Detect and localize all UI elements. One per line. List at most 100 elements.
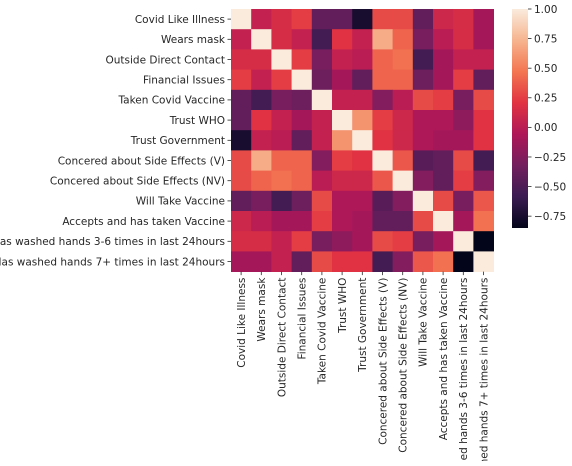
colorbar: 1.00 0.75 0.50 0.25 0.00 −0.25 −0.50 −0.75 xyxy=(512,4,566,228)
heatmap-cell xyxy=(311,211,333,232)
heatmap-cell xyxy=(311,29,333,50)
heatmap-cell xyxy=(271,69,292,91)
heatmap-cell xyxy=(271,130,292,151)
heatmap-cell xyxy=(412,29,434,50)
colorbar-gradient xyxy=(512,9,528,228)
heatmap-cell xyxy=(311,69,333,91)
heatmap-cell xyxy=(453,231,474,252)
heatmap-cell xyxy=(453,49,474,70)
colorbar-tick-label: −0.25 xyxy=(534,152,566,164)
heatmap-cell xyxy=(231,9,252,30)
heatmap-cell xyxy=(453,89,474,111)
row-label: Accepts and has taken Vaccine xyxy=(62,216,225,228)
heatmap-cell xyxy=(311,49,333,70)
heatmap-cell xyxy=(412,251,434,272)
heatmap-cell xyxy=(332,150,353,171)
heatmap-cell xyxy=(332,190,353,212)
heatmap-cell xyxy=(271,150,292,171)
heatmap-cell xyxy=(291,130,313,151)
heatmap-cell xyxy=(271,9,292,30)
heatmap-cell xyxy=(352,9,373,30)
heatmap-cell xyxy=(412,190,434,212)
heatmap-cell xyxy=(392,69,414,91)
heatmap-cell xyxy=(352,89,373,111)
column-label: Has washed hands 3-6 times in last 24hou… xyxy=(458,278,470,461)
heatmap-cell xyxy=(271,170,292,192)
heatmap-cell xyxy=(433,130,454,151)
heatmap-cell xyxy=(311,190,333,212)
heatmap-cell xyxy=(473,69,494,91)
heatmap-cell xyxy=(392,9,414,30)
heatmap-cell xyxy=(271,89,292,111)
row-label: Concered about Side Effects (V) xyxy=(58,155,225,167)
heatmap-cell xyxy=(372,130,393,151)
heatmap-cell xyxy=(231,251,252,272)
heatmap-cell xyxy=(251,251,272,272)
heatmap-cell xyxy=(352,29,373,50)
heatmap-cell xyxy=(453,211,474,232)
row-label: Has washed hands 7+ times in last 24hour… xyxy=(0,256,225,268)
heatmap-cell xyxy=(473,231,494,252)
heatmap-cell xyxy=(332,170,353,192)
heatmap-cell xyxy=(271,29,292,50)
heatmap-cell xyxy=(392,251,414,272)
row-label: Trust WHO xyxy=(169,115,225,127)
heatmap-cell xyxy=(332,29,353,50)
heatmap-cell xyxy=(251,89,272,111)
heatmap-cell xyxy=(231,231,252,252)
heatmap-cell xyxy=(352,211,373,232)
heatmap-cell xyxy=(392,170,414,192)
heatmap-cells xyxy=(231,9,494,272)
colorbar-tick-label: 1.00 xyxy=(534,4,557,16)
heatmap-cell xyxy=(231,190,252,212)
heatmap-cell xyxy=(251,150,272,171)
heatmap-cell xyxy=(352,251,373,272)
heatmap-cell xyxy=(332,49,353,70)
heatmap-cell xyxy=(291,190,313,212)
heatmap-cell xyxy=(271,49,292,70)
column-label: Trust WHO xyxy=(337,278,349,334)
heatmap-cell xyxy=(392,150,414,171)
heatmap-cell xyxy=(291,49,313,70)
heatmap-cell xyxy=(251,190,272,212)
heatmap-cell xyxy=(412,69,434,91)
heatmap-cell xyxy=(271,231,292,252)
heatmap-cell xyxy=(271,190,292,212)
row-label: Financial Issues xyxy=(143,75,225,87)
heatmap-cell xyxy=(251,29,272,50)
colorbar-tick-label: 0.75 xyxy=(534,33,557,45)
colorbar-tick-label: 0.50 xyxy=(534,63,557,75)
column-label: Wears mask xyxy=(256,277,268,342)
column-label: Concered about Side Effects (V) xyxy=(377,278,389,445)
heatmap-cell xyxy=(372,49,393,70)
heatmap-cell xyxy=(433,89,454,111)
heatmap-cell xyxy=(392,130,414,151)
row-label: Covid Like Illness xyxy=(135,14,225,26)
column-label: Covid Like Illness xyxy=(236,278,248,368)
heatmap-cell xyxy=(453,69,474,91)
heatmap-cell xyxy=(473,130,494,151)
column-label: Outside Direct Contact xyxy=(276,278,288,398)
heatmap-cell xyxy=(433,49,454,70)
heatmap-cell xyxy=(412,130,434,151)
heatmap-cell xyxy=(372,231,393,252)
row-label: Wears mask xyxy=(161,34,226,46)
heatmap-cell xyxy=(352,49,373,70)
column-label: Trust Government xyxy=(357,278,369,373)
heatmap-cell xyxy=(372,110,393,131)
heatmap-cell xyxy=(311,110,333,131)
heatmap-cell xyxy=(453,190,474,212)
heatmap-cell xyxy=(473,89,494,111)
row-label: Concered about Side Effects (NV) xyxy=(50,176,225,188)
heatmap-cell xyxy=(412,231,434,252)
heatmap-cell xyxy=(291,89,313,111)
heatmap-cell xyxy=(311,150,333,171)
column-label: Has washed hands 7+ times in last 24hour… xyxy=(478,278,490,461)
heatmap-cell xyxy=(332,69,353,91)
heatmap-cell xyxy=(433,231,454,252)
heatmap-cell xyxy=(433,29,454,50)
column-label: Accepts and has taken Vaccine xyxy=(438,278,450,441)
colorbar-tick-label: −0.50 xyxy=(534,181,566,193)
heatmap-cell xyxy=(392,49,414,70)
